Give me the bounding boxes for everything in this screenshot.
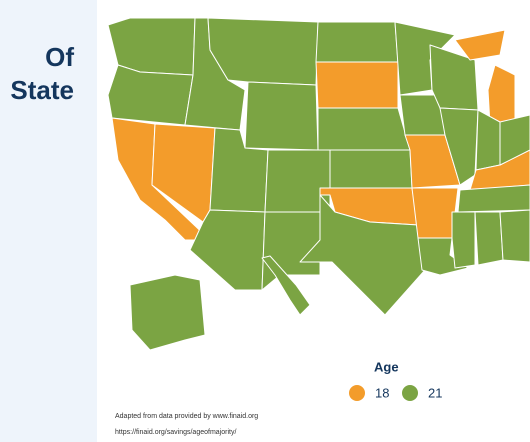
state-region xyxy=(469,149,530,191)
legend-label: 18 xyxy=(375,385,389,400)
source-note: Adapted from data provided by www.finaid… xyxy=(115,413,258,420)
title-line: Of xyxy=(45,42,74,72)
source-url: https://finaid.org/savings/ageofmajority… xyxy=(115,429,236,436)
state-region xyxy=(499,209,530,263)
state-region xyxy=(474,211,504,266)
side-panel xyxy=(0,0,97,442)
legend: 18 21 xyxy=(349,385,442,401)
state-region xyxy=(315,61,399,109)
legend-title: Age xyxy=(374,359,399,374)
legend-swatch xyxy=(349,385,365,401)
state-region xyxy=(189,209,266,291)
state-region xyxy=(404,134,461,189)
state-region xyxy=(454,29,506,61)
state-region xyxy=(451,211,476,269)
state-region xyxy=(261,255,311,316)
state-region xyxy=(487,64,516,126)
state-region xyxy=(315,21,399,63)
state-region xyxy=(329,149,413,189)
legend-label: 21 xyxy=(428,385,442,400)
state-region xyxy=(207,17,319,86)
state-region xyxy=(457,184,530,213)
map xyxy=(107,17,530,351)
state-region xyxy=(244,81,319,151)
state-region xyxy=(411,187,459,239)
state-region xyxy=(317,107,411,151)
title-line: State xyxy=(10,75,74,105)
state-region xyxy=(499,114,530,166)
state-region xyxy=(299,194,426,316)
state-region xyxy=(107,64,194,126)
state-region xyxy=(439,107,479,186)
state-region xyxy=(129,274,206,351)
legend-swatch xyxy=(402,385,418,401)
